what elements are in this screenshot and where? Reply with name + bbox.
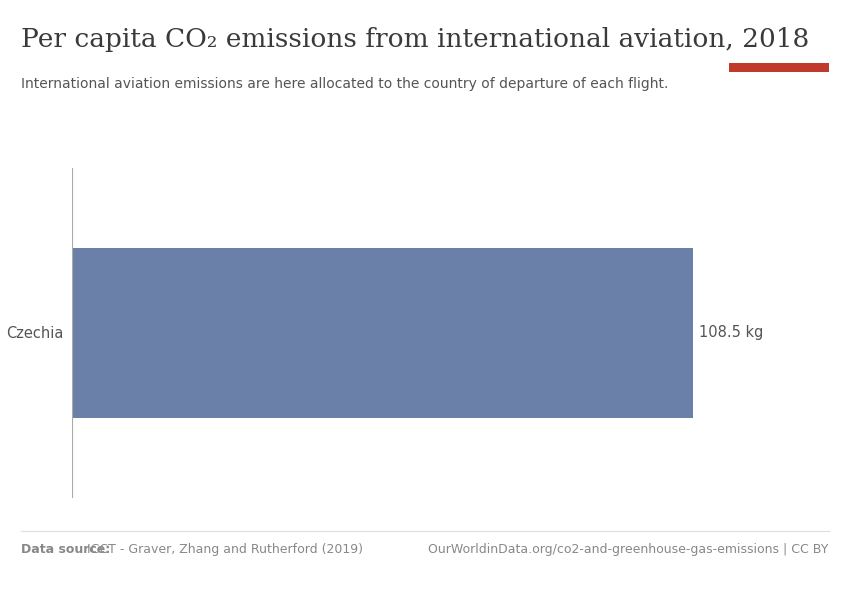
Text: ICCT - Graver, Zhang and Rutherford (2019): ICCT - Graver, Zhang and Rutherford (201…: [83, 543, 363, 556]
Text: Czechia: Czechia: [7, 325, 64, 340]
Text: OurWorldinData.org/co2-and-greenhouse-gas-emissions | CC BY: OurWorldinData.org/co2-and-greenhouse-ga…: [428, 543, 829, 556]
Text: Per capita CO₂ emissions from international aviation, 2018: Per capita CO₂ emissions from internatio…: [21, 27, 809, 52]
Bar: [72, 248, 693, 418]
FancyBboxPatch shape: [729, 62, 829, 72]
Text: 108.5 kg: 108.5 kg: [699, 325, 763, 340]
Text: Our World: Our World: [745, 20, 813, 32]
Text: in Data: in Data: [755, 38, 803, 51]
Text: International aviation emissions are here allocated to the country of departure : International aviation emissions are her…: [21, 77, 669, 91]
Text: Data source:: Data source:: [21, 543, 111, 556]
